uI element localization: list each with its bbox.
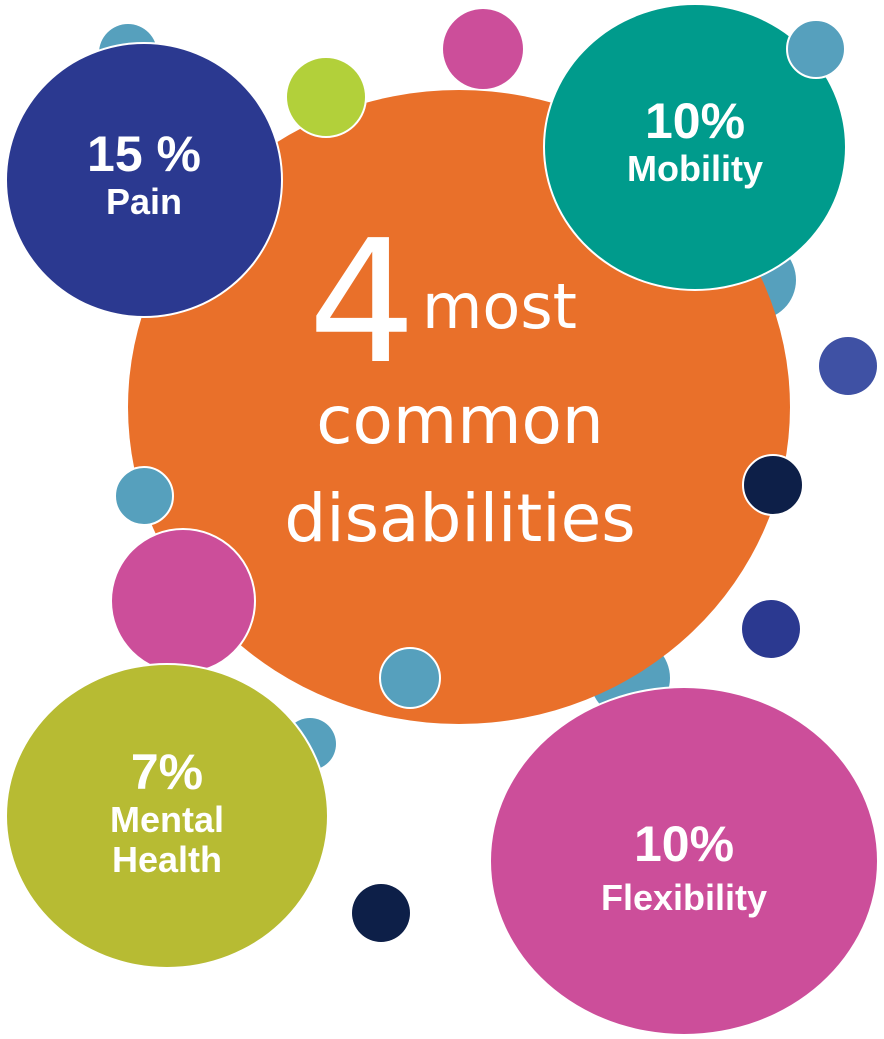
heading-number: 4 [308,204,417,402]
stat-mental-health-label-line2: Health [111,839,223,880]
heading-word-common: common [316,382,604,459]
stat-mental-health-percent: 7% [130,743,204,800]
small-circle-indigo-right [819,337,877,395]
small-circle-navy-right [742,600,800,658]
small-circle-lime [285,56,367,138]
heading-word-most: most [422,270,577,343]
stat-mobility-label: Mobility [627,147,763,189]
stat-mental-health-label-line1: Mental [109,798,224,840]
stat-flexibility-label: Flexibility [600,876,768,918]
stat-flexibility-percent: 10% [633,815,735,872]
center-heading: 4 most common disabilities [230,218,690,570]
stat-mobility-percent: 10% [644,92,746,149]
small-circle-magenta-left [110,528,256,674]
small-circle-sky-left [114,466,174,526]
stat-pain: 15 % Pain [5,42,283,318]
small-circle-magenta-top [443,9,523,89]
stat-flexibility: 10% Flexibility [489,686,879,1036]
stat-pain-label: Pain [105,180,183,222]
stat-circle-flexibility [489,686,879,1036]
stat-pain-percent: 15 % [87,125,201,182]
small-circle-dark-navy-right [742,454,804,516]
small-circle-sky-bottom [379,647,441,709]
stat-mobility: 10% Mobility [543,3,847,291]
heading-word-disabilities: disabilities [284,480,636,557]
stat-circle-pain [5,42,283,318]
stat-circle-mental-health [5,663,329,969]
small-circle-sky-mobility [786,19,846,79]
small-circle-dark-navy-bottom [352,884,410,942]
stat-mental-health: 7% Mental Health [5,663,329,969]
